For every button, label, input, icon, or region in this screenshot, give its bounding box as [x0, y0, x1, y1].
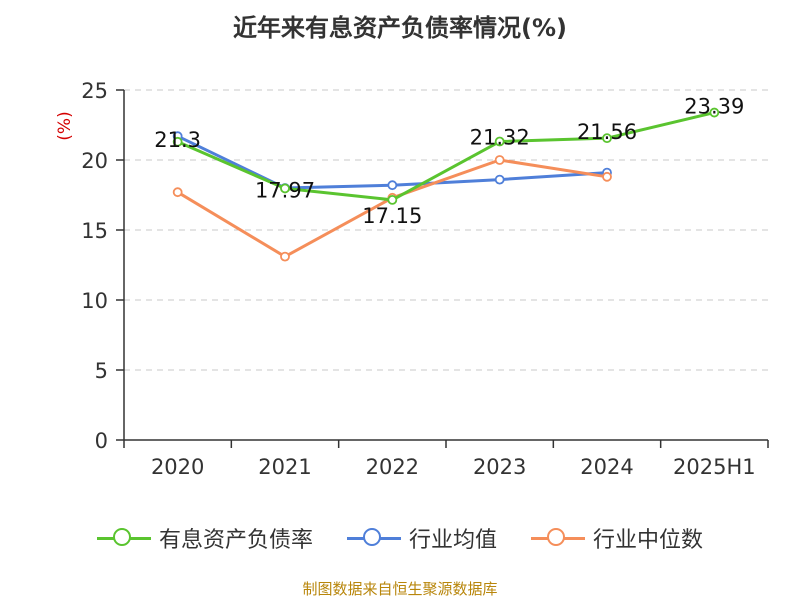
data-point	[709, 107, 720, 118]
data-point	[387, 180, 398, 191]
y-axis-label: (%)	[55, 111, 75, 140]
legend-label: 行业中位数	[593, 528, 704, 553]
x-tick-label: 2021	[258, 455, 311, 479]
series-line	[177, 134, 608, 190]
data-point	[494, 174, 505, 185]
data-label: 17.15	[362, 204, 422, 228]
y-tick-label: 15	[81, 219, 108, 243]
legend-item: 行业均值	[346, 522, 497, 554]
chart-legend: 有息资产负债率 行业均值 行业中位数	[0, 520, 800, 556]
data-point	[494, 155, 505, 165]
data-label: 21.32	[470, 126, 530, 150]
data-point	[494, 136, 505, 147]
x-tick-label: 2023	[473, 455, 526, 479]
y-tick-label: 10	[81, 289, 108, 313]
data-point	[387, 194, 398, 205]
data-label: 21.56	[577, 120, 637, 144]
legend-swatch	[531, 526, 585, 550]
legend-swatch	[96, 526, 151, 550]
y-tick-label: 20	[81, 149, 108, 173]
data-point	[172, 187, 183, 198]
legend-label: 有息资产负债率	[158, 528, 313, 553]
legend-item: 有息资产负债率	[96, 522, 313, 554]
legend-swatch	[346, 526, 401, 550]
x-tick-label: 2025H1	[673, 455, 756, 479]
data-label: 23.39	[684, 95, 744, 119]
series-line	[177, 111, 715, 202]
data-point	[280, 251, 290, 262]
x-tick-label: 2022	[366, 455, 419, 479]
data-point	[280, 183, 290, 194]
y-tick-label: 25	[81, 79, 108, 103]
data-point	[172, 136, 183, 147]
data-label: 17.97	[255, 178, 315, 202]
x-tick-label: 2020	[151, 455, 204, 479]
chart-title: 近年来有息资产负债率情况(%)	[233, 14, 567, 42]
data-label: 21.3	[154, 128, 201, 152]
y-tick-label: 0	[95, 429, 108, 453]
legend-item: 行业中位数	[531, 522, 703, 554]
legend-label: 行业均值	[408, 528, 497, 553]
data-point	[602, 133, 612, 144]
x-tick-label: 2024	[580, 455, 633, 479]
source-note: 制图数据来自恒生聚源数据库	[302, 580, 498, 598]
data-point	[602, 171, 612, 182]
y-tick-label: 5	[95, 359, 108, 383]
